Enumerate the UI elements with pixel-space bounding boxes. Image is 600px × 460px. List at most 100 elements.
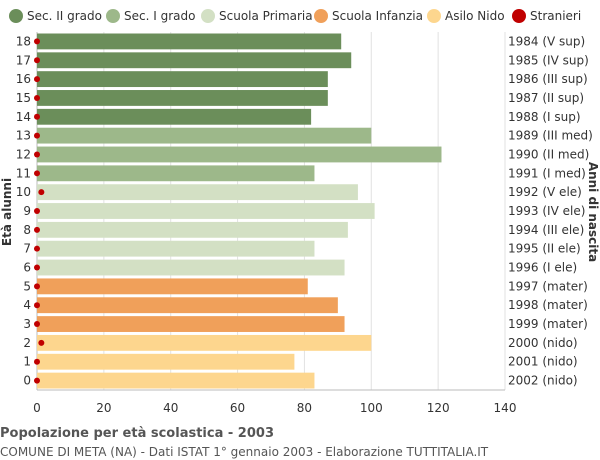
stranieri-point (34, 38, 40, 45)
y-axis-label-right: Anni di nascita (586, 162, 600, 262)
birth-year-tick-label: 2000 (nido) (508, 336, 578, 350)
legend-marker (314, 9, 328, 23)
x-tick-label: 140 (494, 401, 517, 415)
stranieri-point (34, 94, 40, 101)
birth-year-tick-label: 1998 (mater) (508, 298, 588, 312)
y-axis-label-left: Età alunni (0, 178, 14, 246)
age-tick-label: 9 (23, 204, 31, 218)
stranieri-point (38, 189, 45, 196)
stranieri-point (34, 321, 40, 328)
x-axis: 0 20 40 60 80 100 120 140 (33, 401, 516, 415)
bar (37, 52, 352, 69)
age-tick-label: 10 (16, 185, 31, 199)
age-tick-label: 3 (23, 317, 31, 331)
legend-label: Asilo Nido (445, 9, 505, 23)
stranieri-point (34, 283, 40, 290)
bar (37, 146, 442, 163)
bar (37, 184, 358, 201)
age-tick-label: 1 (23, 355, 31, 369)
stranieri-point (34, 76, 40, 83)
age-tick-label: 2 (23, 336, 31, 350)
legend-label: Scuola Primaria (219, 9, 313, 23)
birth-year-tick-label: 1992 (V ele) (508, 185, 582, 199)
legend-label: Sec. I grado (124, 9, 195, 23)
birth-year-tick-label: 1997 (mater) (508, 279, 588, 293)
stranieri-point (34, 264, 40, 271)
bar (37, 127, 372, 144)
bar (37, 259, 345, 276)
stranieri-point (34, 208, 40, 214)
chart-subtitle: COMUNE DI META (NA) - Dati ISTAT 1° genn… (0, 445, 489, 459)
x-tick-label: 20 (96, 401, 111, 415)
stranieri-point (34, 170, 40, 177)
x-tick-label: 0 (33, 401, 41, 415)
x-tick-label: 60 (230, 401, 245, 415)
legend-label: Sec. II grado (27, 9, 102, 23)
age-tick-label: 13 (16, 129, 31, 143)
legend-marker (427, 9, 441, 23)
birth-year-tick-label: 2002 (nido) (508, 374, 578, 388)
bar (37, 278, 308, 295)
bar (37, 108, 312, 125)
birth-year-tick-label: 1999 (mater) (508, 317, 588, 331)
age-tick-label: 5 (23, 279, 31, 293)
bar (37, 240, 315, 257)
birth-year-tick-label: 1985 (IV sup) (508, 53, 589, 67)
birth-year-tick-label: 1991 (I med) (508, 166, 586, 180)
birth-year-tick-label: 1987 (II sup) (508, 91, 584, 105)
chart-title: Popolazione per età scolastica - 2003 (0, 426, 274, 441)
bar (37, 353, 295, 370)
bar (37, 316, 345, 332)
age-tick-label: 16 (16, 72, 31, 86)
birth-year-tick-label: 1989 (III med) (508, 129, 593, 143)
x-tick-label: 80 (297, 401, 312, 415)
legend-marker (9, 9, 23, 23)
x-tick-label: 120 (427, 401, 450, 415)
age-tick-label: 12 (16, 147, 31, 161)
stranieri-point (34, 358, 40, 365)
legend-marker (106, 9, 120, 23)
birth-year-tick-label: 2001 (nido) (508, 355, 578, 369)
legend-marker (201, 9, 215, 23)
birth-year-tick-label: 1996 (I ele) (508, 261, 577, 275)
birth-year-tick-label: 1993 (IV ele) (508, 204, 585, 218)
bar (37, 297, 338, 314)
x-tick-label: 100 (360, 401, 383, 415)
bar (37, 372, 315, 389)
birth-year-tick-label: 1990 (II med) (508, 147, 589, 161)
legend-marker (512, 9, 526, 23)
stranieri-point (34, 151, 40, 158)
age-tick-label: 14 (16, 110, 31, 124)
y-axis-right: 1984 (V sup) 1985 (IV sup) 1986 (III sup) 1… (508, 34, 593, 387)
stranieri-point (34, 132, 40, 139)
age-tick-label: 7 (23, 242, 31, 256)
stranieri-point (34, 377, 40, 384)
age-tick-label: 6 (23, 261, 31, 275)
bar (37, 334, 372, 351)
stranieri-point (34, 226, 40, 233)
x-tick-label: 40 (163, 401, 178, 415)
stranieri-point (34, 113, 40, 120)
bar (37, 203, 375, 219)
bar (37, 33, 342, 50)
bar (37, 165, 315, 182)
birth-year-tick-label: 1986 (III sup) (508, 72, 588, 86)
stranieri-point (34, 245, 40, 252)
bar (37, 221, 348, 238)
age-tick-label: 15 (16, 91, 31, 105)
age-tick-label: 11 (16, 166, 31, 180)
stranieri-point (34, 302, 40, 309)
legend: Sec. II grado Sec. I grado Scuola Primaria… (9, 9, 581, 23)
birth-year-tick-label: 1994 (III ele) (508, 223, 584, 237)
birth-year-tick-label: 1995 (II ele) (508, 242, 581, 256)
stranieri-point (38, 339, 45, 346)
age-tick-label: 0 (23, 374, 31, 388)
age-tick-label: 8 (23, 223, 31, 237)
stranieri-point (34, 57, 40, 64)
birth-year-tick-label: 1988 (I sup) (508, 110, 581, 124)
bars (34, 33, 442, 389)
age-tick-label: 17 (16, 53, 31, 67)
birth-year-tick-label: 1984 (V sup) (508, 34, 585, 48)
